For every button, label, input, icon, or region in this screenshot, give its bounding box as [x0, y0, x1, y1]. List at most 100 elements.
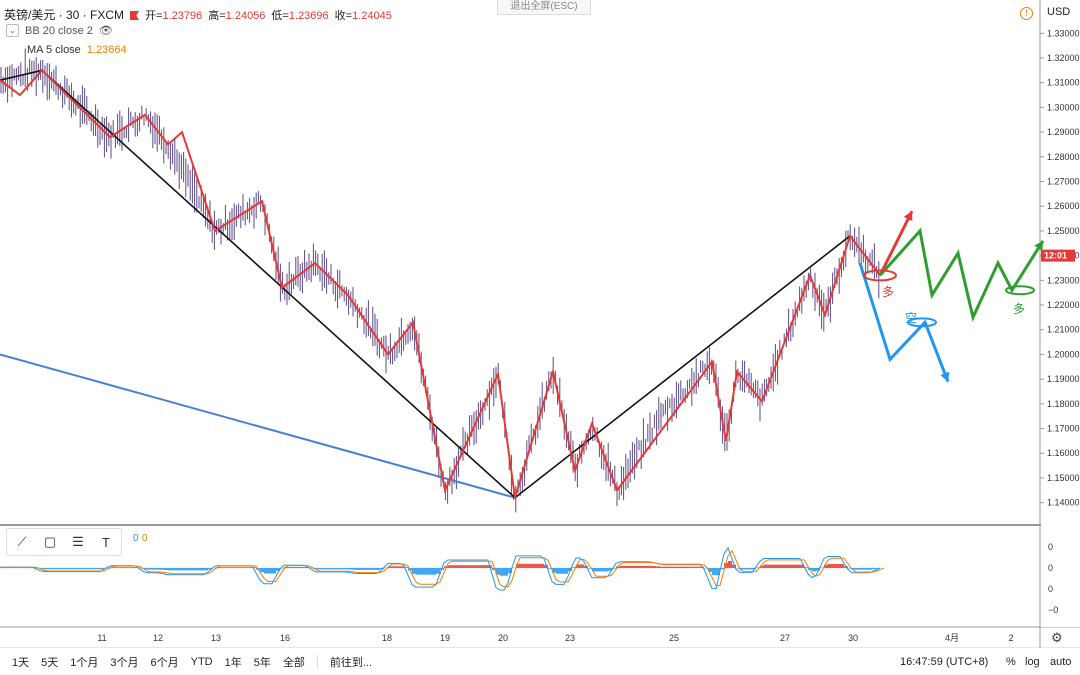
osc-histogram-bar	[552, 568, 556, 573]
percent-toggle[interactable]: %	[1006, 655, 1016, 668]
long-projection-head	[1034, 240, 1043, 251]
osc-histogram-bar	[372, 568, 376, 570]
y-tick-label: 1.27000	[1047, 177, 1080, 187]
osc-histogram-bar	[748, 568, 752, 570]
text-tool-icon[interactable]: T	[102, 534, 110, 550]
osc-histogram-bar	[456, 565, 460, 568]
osc-histogram-bar	[276, 568, 280, 571]
osc-histogram-bar	[144, 568, 148, 570]
osc-histogram-bar	[684, 566, 688, 568]
osc-histogram-bar	[64, 568, 68, 570]
osc-histogram-bar	[204, 568, 208, 571]
osc-histogram-bar	[288, 567, 292, 568]
log-toggle[interactable]: log	[1025, 655, 1040, 668]
clock: 16:47:59 (UTC+8)	[900, 655, 989, 668]
osc-histogram-bar	[412, 568, 416, 574]
osc-histogram-bar	[772, 564, 776, 568]
osc-histogram-bar	[632, 565, 636, 568]
price-chart[interactable]: 1.33000 1.32000 1.31000 1.30000 1.29000 1.280…	[0, 0, 1080, 648]
y-tick-label: 1.29000	[1047, 127, 1080, 137]
range-1m[interactable]: 1个月	[70, 656, 99, 669]
range-ytd[interactable]: YTD	[190, 655, 213, 668]
osc-histogram-bar	[640, 565, 644, 568]
osc-histogram-bar	[328, 568, 332, 570]
osc-histogram-bar	[268, 568, 272, 574]
osc-histogram-bar	[416, 568, 420, 575]
bb-indicator[interactable]: ⌄ BB 20 close 2 👁	[6, 24, 113, 37]
range-1d[interactable]: 1天	[12, 656, 30, 669]
osc-histogram-bar	[736, 568, 740, 569]
range-5y[interactable]: 5年	[253, 656, 271, 669]
range-3m[interactable]: 3个月	[110, 656, 139, 669]
price-axis-bg	[1041, 0, 1080, 627]
osc-histogram-bar	[296, 567, 300, 568]
range-6m[interactable]: 6个月	[150, 656, 179, 669]
osc-histogram-bar	[768, 564, 772, 568]
osc-histogram-bar	[856, 568, 860, 570]
symbol-title: 英镑/美元 · 30 · FXCM	[4, 8, 125, 22]
osc-histogram-bar	[380, 568, 384, 570]
osc-histogram-bar	[660, 566, 664, 568]
osc-histogram-bar	[740, 568, 744, 570]
price-tag-bg	[1041, 249, 1075, 262]
osc-histogram-bar	[556, 568, 560, 574]
osc-histogram-bar	[472, 565, 476, 568]
osc-histogram-bar	[484, 565, 488, 568]
range-1y[interactable]: 1年	[224, 656, 242, 669]
osc-histogram-bar	[40, 568, 44, 569]
osc-histogram-bar	[448, 565, 452, 568]
x-tick-label: 20	[498, 633, 508, 643]
ma-indicator[interactable]: MA 5 close 1.23664	[27, 44, 127, 56]
osc-histogram-bar	[860, 568, 864, 570]
currency-label[interactable]: USD	[1047, 6, 1071, 18]
osc-histogram-bar	[52, 568, 56, 570]
osc-histogram-bar	[80, 568, 84, 570]
osc-histogram-bar	[92, 568, 96, 570]
osc-histogram-bar	[220, 567, 224, 568]
range-all[interactable]: 全部	[282, 656, 305, 669]
osc-histogram-bar	[272, 568, 276, 574]
osc-histogram-bar	[828, 563, 832, 568]
alert-icon[interactable]: !	[1020, 7, 1033, 20]
osc-histogram-bar	[368, 568, 372, 570]
osc-histogram-bar	[48, 568, 52, 570]
flag-icon	[130, 11, 140, 20]
auto-toggle[interactable]: auto	[1050, 655, 1072, 668]
osc-histogram-bar	[44, 568, 48, 570]
goto-button[interactable]: 前往到...	[329, 656, 373, 669]
trendline-tool-icon[interactable]: ⟋	[17, 534, 27, 549]
osc-histogram-bar	[176, 568, 180, 571]
osc-tick-label: 0	[1048, 563, 1053, 573]
exit-fullscreen-button[interactable]: 退出全屏(ESC)	[497, 0, 591, 15]
osc-histogram-bar	[116, 567, 120, 568]
range-5d[interactable]: 5天	[41, 656, 59, 669]
osc-histogram-bar	[784, 564, 788, 568]
osc-histogram-bar	[568, 568, 572, 571]
eye-icon[interactable]: 👁	[98, 25, 113, 37]
osc-histogram-bar	[496, 568, 500, 575]
osc-histogram-bar	[636, 565, 640, 568]
osc-histogram-bar	[232, 567, 236, 568]
y-tick-label: 1.17000	[1047, 424, 1080, 434]
osc-histogram-bar	[652, 565, 656, 568]
long-projection	[878, 227, 1045, 322]
settings-icon[interactable]: ⚙	[1051, 630, 1063, 645]
osc-histogram-bar	[604, 568, 608, 572]
osc-orange-line	[4, 549, 885, 588]
osc-histogram-bar	[60, 568, 64, 570]
osc-histogram-bar	[500, 568, 504, 576]
lines-tool-icon[interactable]: ☰	[72, 534, 84, 549]
osc-histogram-bar	[196, 568, 200, 571]
osc-histogram-bar	[544, 564, 548, 568]
osc-histogram-bar	[620, 565, 624, 568]
osc-histogram-bar	[392, 566, 396, 568]
osc-histogram-bar	[432, 568, 436, 575]
osc-histogram-bar	[592, 568, 596, 572]
y-tick-label: 1.28000	[1047, 152, 1080, 162]
x-tick-label: 25	[669, 633, 679, 643]
collapse-icon[interactable]: ⌄	[6, 24, 19, 37]
rectangle-tool-icon[interactable]: ▢	[43, 534, 57, 549]
ma-label: MA 5 close	[27, 44, 81, 56]
osc-histogram-bar	[528, 563, 532, 568]
osc-histogram-bar	[796, 564, 800, 568]
